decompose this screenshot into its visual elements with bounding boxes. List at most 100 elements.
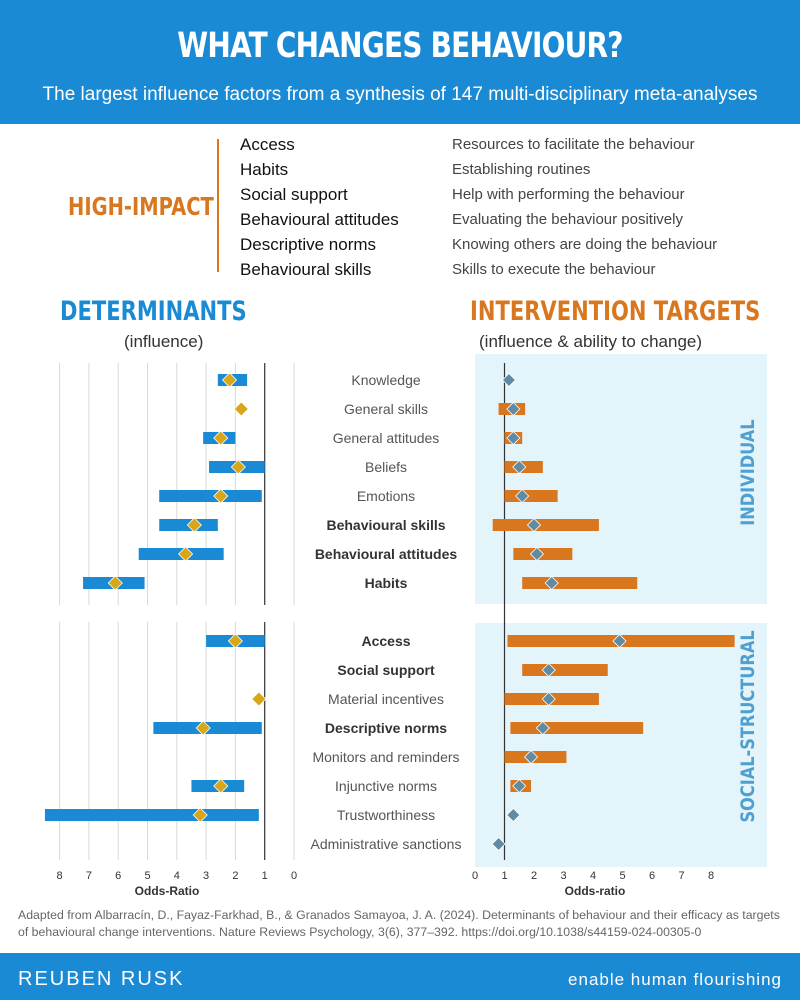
row-label: General skills bbox=[344, 401, 428, 417]
axis-tick-label: 0 bbox=[291, 870, 297, 882]
row-label: Behavioural attitudes bbox=[315, 546, 458, 562]
high-impact-item-name: Behavioural skills bbox=[240, 260, 372, 279]
row-label: Access bbox=[361, 633, 410, 649]
row-label: Behavioural skills bbox=[326, 517, 445, 533]
page-title: WHAT CHANGES BEHAVIOUR? bbox=[177, 26, 623, 66]
estimate-marker bbox=[512, 778, 527, 794]
high-impact-item-desc: Evaluating the behaviour positively bbox=[452, 211, 683, 228]
axis-tick-label: 7 bbox=[86, 870, 92, 882]
estimate-marker bbox=[192, 807, 208, 823]
estimate-marker bbox=[178, 546, 194, 562]
high-impact-item-desc: Knowing others are doing the behaviour bbox=[452, 236, 718, 253]
row-label: Habits bbox=[365, 575, 408, 591]
high-impact-item-desc: Resources to facilitate the behaviour bbox=[452, 136, 695, 153]
axis-tick-label: 7 bbox=[678, 870, 684, 882]
axis-tick-label: 3 bbox=[560, 870, 566, 882]
estimate-marker bbox=[233, 401, 249, 417]
high-impact-item-desc: Help with performing the behaviour bbox=[452, 186, 685, 203]
high-impact-item-name: Descriptive norms bbox=[240, 235, 377, 254]
high-impact-item-name: Access bbox=[240, 135, 295, 154]
axis-tick-label: 4 bbox=[590, 870, 596, 882]
ci-bar bbox=[522, 577, 638, 589]
row-label: General attitudes bbox=[333, 430, 440, 446]
high-impact-item: Access Resources to facilitate the behav… bbox=[240, 135, 760, 160]
row-label: Trustworthiness bbox=[337, 807, 435, 823]
high-impact-item: Social support Help with performing the … bbox=[240, 185, 760, 210]
estimate-marker bbox=[541, 691, 556, 707]
header-banner bbox=[0, 0, 800, 124]
targets-subtitle: (influence & ability to change) bbox=[479, 332, 703, 351]
axis-tick-label: 2 bbox=[531, 870, 537, 882]
ci-bar bbox=[510, 722, 644, 734]
targets-title: INTERVENTION TARGETS bbox=[470, 296, 761, 327]
high-impact-item-name: Habits bbox=[240, 160, 289, 179]
estimate-marker bbox=[213, 488, 229, 504]
footer-banner bbox=[0, 953, 800, 1000]
axis-tick-label: 6 bbox=[115, 870, 121, 882]
individual-band bbox=[475, 354, 767, 604]
high-impact-item-desc: Establishing routines bbox=[452, 161, 591, 178]
estimate-marker bbox=[501, 372, 516, 388]
determinants-title: DETERMINANTS bbox=[60, 296, 247, 327]
axis-title: Odds-Ratio bbox=[135, 884, 200, 898]
axis-tick-label: 3 bbox=[203, 870, 209, 882]
row-label: Administrative sanctions bbox=[311, 836, 462, 852]
estimate-marker bbox=[213, 430, 229, 446]
row-label: Social support bbox=[337, 662, 435, 678]
page-subtitle: The largest influence factors from a syn… bbox=[42, 84, 758, 105]
high-impact-label: HIGH-IMPACT bbox=[68, 192, 214, 221]
footer-tagline: enable human flourishing bbox=[568, 970, 782, 989]
axis-tick-label: 4 bbox=[174, 870, 180, 882]
row-label: Knowledge bbox=[351, 372, 420, 388]
high-impact-item-desc: Skills to execute the behaviour bbox=[452, 261, 656, 278]
citation-footnote: Adapted from Albarracín, D., Fayaz-Farkh… bbox=[18, 908, 780, 939]
ci-bar bbox=[159, 490, 262, 502]
high-impact-item: Descriptive norms Knowing others are doi… bbox=[240, 235, 760, 260]
estimate-marker bbox=[541, 662, 556, 678]
row-label: Emotions bbox=[357, 488, 415, 504]
estimate-marker bbox=[544, 575, 559, 591]
estimate-marker bbox=[251, 691, 267, 707]
axis-tick-label: 2 bbox=[232, 870, 238, 882]
estimate-marker bbox=[230, 459, 246, 475]
high-impact-item: Behavioural attitudes Evaluating the beh… bbox=[240, 210, 760, 235]
determinants-subtitle: (influence) bbox=[124, 332, 204, 351]
axis-tick-label: 8 bbox=[57, 870, 63, 882]
axis-tick-label: 5 bbox=[619, 870, 625, 882]
estimate-marker bbox=[221, 372, 238, 388]
estimate-marker bbox=[529, 546, 545, 562]
axis-tick-label: 1 bbox=[501, 870, 507, 882]
estimate-marker bbox=[506, 807, 521, 823]
estimate-marker bbox=[526, 517, 542, 533]
row-label: Injunctive norms bbox=[335, 778, 437, 794]
estimate-marker bbox=[107, 575, 123, 591]
estimate-marker bbox=[491, 836, 506, 852]
group-separator bbox=[30, 605, 800, 622]
row-label: Material incentives bbox=[328, 691, 444, 707]
axis-tick-label: 1 bbox=[262, 870, 268, 882]
high-impact-item-name: Social support bbox=[240, 185, 348, 204]
estimate-marker bbox=[506, 430, 521, 446]
estimate-marker bbox=[213, 778, 229, 794]
estimate-marker bbox=[186, 517, 202, 533]
footer-brand: REUBEN RUSK bbox=[18, 968, 185, 990]
high-impact-item: Behavioural skills Skills to execute the… bbox=[240, 260, 760, 285]
estimate-marker bbox=[227, 633, 243, 649]
estimate-marker bbox=[523, 749, 539, 765]
axis-tick-label: 5 bbox=[144, 870, 150, 882]
axis-tick-label: 6 bbox=[649, 870, 655, 882]
axis-title: Odds-ratio bbox=[565, 884, 626, 898]
estimate-marker bbox=[612, 633, 627, 649]
ci-bar bbox=[44, 809, 259, 821]
ci-bar bbox=[522, 664, 608, 676]
high-impact-item: Habits Establishing routines bbox=[240, 160, 760, 185]
axis-tick-label: 0 bbox=[472, 870, 478, 882]
estimate-marker bbox=[195, 720, 211, 736]
high-impact-divider bbox=[217, 139, 219, 272]
ci-bar bbox=[492, 519, 599, 531]
estimate-marker bbox=[535, 720, 550, 736]
axis-tick-label: 8 bbox=[708, 870, 714, 882]
social-structural-band bbox=[475, 623, 767, 867]
row-label: Monitors and reminders bbox=[312, 749, 459, 765]
